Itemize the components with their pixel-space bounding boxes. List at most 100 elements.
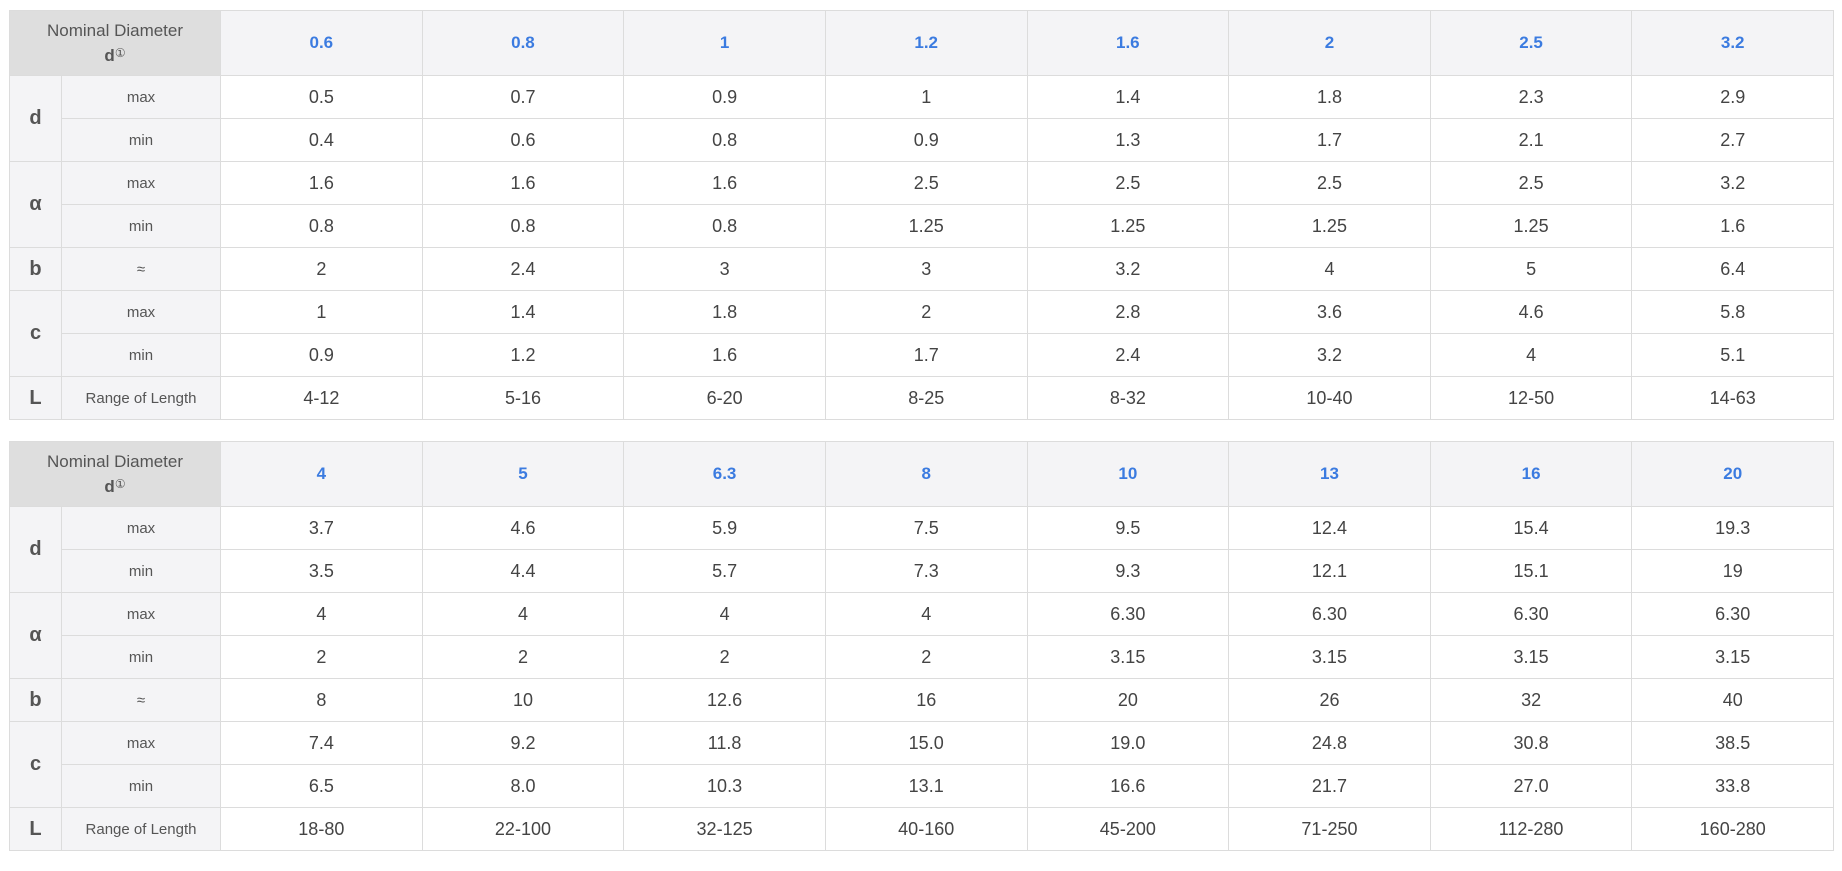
value-cell: 10.3: [623, 764, 826, 808]
value-cell: 7.3: [824, 549, 1028, 593]
value-cell: 2: [824, 635, 1028, 679]
value-cell: 9.5: [1026, 506, 1230, 550]
value-cell: 1.6: [1631, 204, 1835, 248]
table-row: min 6.5 8.0 10.3 13.1 16.6 21.7 27.0 33.…: [10, 764, 1835, 808]
value-cell: 1: [220, 290, 423, 334]
value-cell: 6.30: [1228, 592, 1431, 636]
size-header: 3.2: [1631, 10, 1835, 76]
param-alpha: α: [9, 161, 62, 248]
sub-label: Range of Length: [60, 376, 222, 420]
value-cell: 16.6: [1026, 764, 1230, 808]
value-cell: 3: [623, 247, 826, 291]
value-cell: 4: [220, 592, 423, 636]
value-cell: 8-32: [1026, 376, 1230, 420]
value-cell: 0.8: [220, 204, 423, 248]
value-cell: 2.8: [1026, 290, 1230, 334]
sub-label: max: [60, 161, 222, 205]
value-cell: 14-63: [1631, 376, 1835, 420]
table-row: b ≈ 2 2.4 3 3 3.2 4 5 6.4: [9, 247, 1835, 291]
value-cell: 15.0: [824, 721, 1028, 765]
value-cell: 5-16: [421, 376, 625, 420]
value-cell: 112-280: [1429, 807, 1633, 851]
value-cell: 4: [1429, 333, 1633, 377]
value-cell: 2.7: [1631, 118, 1835, 162]
value-cell: 27.0: [1429, 764, 1633, 808]
value-cell: 2: [220, 247, 423, 291]
value-cell: 1.4: [421, 290, 625, 334]
size-header: 2: [1228, 10, 1431, 76]
value-cell: 5.8: [1631, 290, 1835, 334]
table-row: c max 1 1.4 1.8 2 2.8 3.6 4.6 5.8: [9, 290, 1835, 377]
value-cell: 32-125: [623, 807, 826, 851]
table-row: d max 0.5 0.7 0.9 1 1.4 1.8 2.3 2.9: [9, 75, 1835, 162]
value-cell: 1: [824, 75, 1028, 119]
size-header: 1: [623, 10, 826, 76]
value-cell: 2.9: [1631, 75, 1835, 119]
value-cell: 20: [1026, 678, 1230, 722]
value-cell: 1.6: [220, 161, 423, 205]
value-cell: 10-40: [1228, 376, 1431, 420]
size-header: 1.6: [1026, 10, 1230, 76]
sub-label: max: [60, 75, 222, 119]
value-cell: 3: [824, 247, 1028, 291]
size-header: 0.8: [421, 10, 625, 76]
size-header: 0.6: [220, 10, 423, 76]
value-cell: 0.7: [421, 75, 625, 119]
value-cell: 3.2: [1026, 247, 1230, 291]
value-cell: 33.8: [1631, 764, 1835, 808]
value-cell: 2.5: [1429, 161, 1633, 205]
size-header: 5: [421, 441, 625, 507]
value-cell: 12.4: [1228, 506, 1431, 550]
header-row: Nominal Diameter d① 4 5 6.3 8 10 13 16 2…: [8, 441, 1835, 507]
value-cell: 6.5: [220, 764, 423, 808]
sub-label: ≈: [60, 247, 222, 291]
value-cell: 1.4: [1026, 75, 1230, 119]
value-cell: 30.8: [1429, 721, 1633, 765]
value-cell: 1.25: [1026, 204, 1230, 248]
value-cell: 5.1: [1631, 333, 1835, 377]
value-cell: 3.6: [1228, 290, 1431, 334]
param-b: b: [9, 247, 62, 291]
sub-label: ≈: [60, 678, 222, 722]
value-cell: 16: [824, 678, 1028, 722]
value-cell: 3.7: [220, 506, 423, 550]
value-cell: 6.30: [1631, 592, 1835, 636]
value-cell: 6-20: [623, 376, 826, 420]
value-cell: 26: [1228, 678, 1431, 722]
value-cell: 18-80: [220, 807, 423, 851]
table-row: min 0.9 1.2 1.6 1.7 2.4 3.2 4 5.1: [10, 333, 1835, 377]
value-cell: 12.1: [1228, 549, 1431, 593]
value-cell: 7.4: [220, 721, 423, 765]
value-cell: 1.8: [1228, 75, 1431, 119]
size-header: 6.3: [623, 441, 826, 507]
sub-label: Range of Length: [60, 807, 222, 851]
value-cell: 12-50: [1429, 376, 1633, 420]
size-header: 16: [1429, 441, 1633, 507]
value-cell: 40-160: [824, 807, 1028, 851]
spec-table-2: Nominal Diameter d① 4 5 6.3 8 10 13 16 2…: [8, 441, 1835, 851]
size-header: 10: [1026, 441, 1230, 507]
value-cell: 11.8: [623, 721, 826, 765]
size-header: 8: [824, 441, 1028, 507]
size-header: 1.2: [824, 10, 1028, 76]
value-cell: 8-25: [824, 376, 1028, 420]
value-cell: 4.4: [421, 549, 625, 593]
value-cell: 3.15: [1228, 635, 1431, 679]
header-symbol: d: [104, 46, 115, 65]
size-header: 13: [1228, 441, 1431, 507]
value-cell: 2.5: [1026, 161, 1230, 205]
value-cell: 0.9: [623, 75, 826, 119]
value-cell: 0.4: [220, 118, 423, 162]
sub-label: min: [60, 635, 222, 679]
value-cell: 32: [1429, 678, 1633, 722]
value-cell: 19.3: [1631, 506, 1835, 550]
value-cell: 2: [421, 635, 625, 679]
value-cell: 9.3: [1026, 549, 1230, 593]
value-cell: 22-100: [421, 807, 625, 851]
param-l: L: [9, 376, 62, 420]
value-cell: 2.3: [1429, 75, 1633, 119]
value-cell: 15.1: [1429, 549, 1633, 593]
header-symbol: d: [104, 477, 115, 496]
value-cell: 0.8: [623, 118, 826, 162]
sub-label: min: [60, 204, 222, 248]
